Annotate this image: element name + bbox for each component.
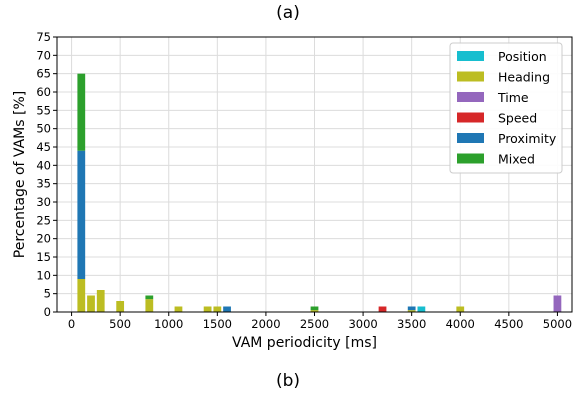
x-tick-label: 3500 <box>397 317 426 331</box>
bar-proximity-100 <box>77 150 86 279</box>
bar-proximity-1600 <box>223 306 231 312</box>
bar-heading-300 <box>96 290 105 312</box>
x-tick-label: 4000 <box>446 317 475 331</box>
bar-mixed-2500 <box>310 306 319 311</box>
bar-heading-1500 <box>213 306 222 312</box>
x-tick-label: 2500 <box>300 317 329 331</box>
legend-swatch-position <box>457 51 484 61</box>
y-tick-label: 25 <box>36 213 51 227</box>
bar-heading-3500 <box>407 310 416 312</box>
bar-heading-1100 <box>174 306 183 312</box>
bar-heading-2500 <box>310 310 319 312</box>
bar-mixed-800 <box>145 295 154 300</box>
panel-label-top: (a) <box>276 3 300 23</box>
bar-heading-200 <box>87 295 95 312</box>
bar-heading-100 <box>77 279 86 312</box>
legend-swatch-mixed <box>457 153 484 164</box>
legend-label-position: Position <box>498 49 547 64</box>
legend-swatch-heading <box>457 71 484 82</box>
x-tick-label: 1000 <box>154 317 183 331</box>
y-tick-label: 35 <box>36 177 51 191</box>
y-tick-label: 60 <box>36 85 51 99</box>
y-tick-label: 5 <box>44 287 51 301</box>
y-tick-label: 75 <box>36 30 51 44</box>
y-tick-label: 50 <box>36 122 51 136</box>
bar-heading-800 <box>145 299 154 312</box>
y-tick-label: 40 <box>36 158 51 172</box>
legend-label-proximity: Proximity <box>498 131 557 146</box>
legend-swatch-speed <box>457 112 484 123</box>
bar-heading-500 <box>116 301 125 312</box>
legend-label-mixed: Mixed <box>498 152 535 167</box>
legend-label-time: Time <box>497 90 529 105</box>
x-tick-label: 5000 <box>543 317 572 331</box>
panel-label-bottom: (b) <box>275 371 301 391</box>
y-tick-label: 45 <box>36 140 51 154</box>
y-tick-label: 0 <box>44 305 51 319</box>
x-tick-label: 3000 <box>348 317 377 331</box>
x-tick-label: 0 <box>68 317 75 331</box>
x-tick-label: 500 <box>109 317 131 331</box>
y-tick-label: 15 <box>36 250 51 264</box>
legend-label-heading: Heading <box>498 70 550 85</box>
y-tick-label: 65 <box>36 67 51 81</box>
y-tick-label: 10 <box>36 268 51 282</box>
y-tick-label: 30 <box>36 195 51 209</box>
bar-time-5000 <box>553 295 562 312</box>
bar-heading-1400 <box>203 306 212 312</box>
x-axis-title: VAM periodicity [ms] <box>232 335 377 351</box>
tick-labels: 0 5 10 15 20 25 30 35 40 45 50 55 60 65 70 75 0 500 1000 15… <box>36 30 572 331</box>
x-tick-label: 1500 <box>203 317 232 331</box>
bar-speed-3200 <box>378 306 387 312</box>
x-tick-label: 2000 <box>251 317 280 331</box>
bars <box>77 73 562 312</box>
x-tick-label: 4500 <box>494 317 523 331</box>
legend-swatch-proximity <box>457 133 484 143</box>
bar-position-3600 <box>417 306 426 312</box>
y-tick-label: 20 <box>36 232 51 246</box>
y-tick-label: 70 <box>36 48 51 62</box>
bar-proximity-3500 <box>407 306 416 311</box>
y-axis-title: Percentage of VAMs [%] <box>12 91 28 258</box>
legend-swatch-time <box>457 92 484 102</box>
legend-label-speed: Speed <box>498 111 537 126</box>
bar-heading-4000 <box>456 306 465 312</box>
y-tick-label: 55 <box>36 103 51 117</box>
legend: Position Heading Time Speed Proximity Mixed <box>449 42 563 174</box>
bar-mixed-100 <box>77 73 86 151</box>
